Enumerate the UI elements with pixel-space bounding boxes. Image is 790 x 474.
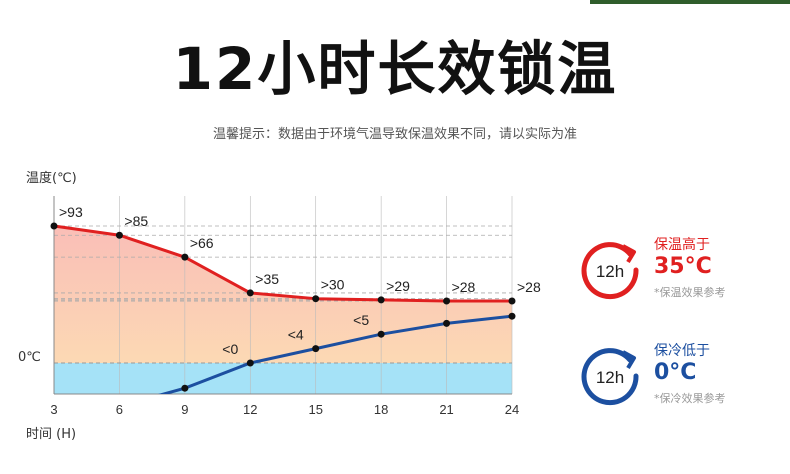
legend-hot: 12h 保温高于 35°C *保温效果参考 — [578, 237, 788, 308]
series-hot-data-label: >85 — [124, 213, 148, 229]
series-hot-point — [115, 231, 123, 239]
series-hot-point — [312, 295, 320, 303]
series-cold-point — [443, 319, 451, 327]
series-cold-group — [158, 314, 512, 394]
clock-cold-icon: 12h — [581, 348, 639, 406]
top-accent-bar — [590, 0, 790, 4]
x-tick-label: 12 — [243, 402, 257, 417]
series-cold-data-label: <5 — [353, 312, 369, 328]
series-cold-point — [312, 345, 320, 353]
clock-hot-icon: 12h — [581, 242, 639, 300]
series-cold-data-label: <4 — [288, 327, 304, 343]
x-axis-label: 时间 (H) — [26, 427, 76, 442]
series-hot-data-label: >30 — [321, 277, 345, 293]
y-axis-label: 温度(℃) — [26, 170, 77, 186]
x-tick-label: 18 — [374, 402, 388, 417]
series-hot-point — [181, 253, 189, 261]
series-cold-line — [158, 314, 512, 394]
series-cold-data-label: <0 — [222, 341, 238, 357]
series-hot-point — [443, 297, 451, 305]
series-hot-point — [50, 222, 58, 230]
legend-cold: 12h 保冷低于 0°C *保冷效果参考 — [578, 343, 788, 414]
hot-note: *保温效果参考 — [654, 286, 726, 299]
series-hot-point — [246, 289, 254, 297]
x-tick-label: 15 — [308, 402, 322, 417]
series-hot-data-label: >93 — [59, 204, 83, 220]
cold-band — [54, 363, 512, 394]
series-hot-line — [53, 224, 512, 303]
series-hot-data-label: >66 — [190, 235, 214, 251]
series-hot-point — [377, 296, 385, 304]
svg-text:12h: 12h — [596, 262, 624, 281]
hot-label: 保温高于 — [654, 237, 710, 253]
series-hot-data-label: >28 — [517, 279, 541, 295]
x-tick-label: 6 — [116, 402, 123, 417]
series-hot-point — [508, 297, 516, 305]
svg-text:12h: 12h — [596, 368, 624, 387]
cold-label: 保冷低于 — [654, 343, 710, 359]
series-cold-point — [508, 312, 516, 320]
page-title: 12小时长效锁温 — [172, 35, 618, 103]
tip-text: 温馨提示：数据由于环境气温导致保温效果不同，请以实际为准 — [212, 127, 577, 142]
series-cold-point — [377, 330, 385, 338]
series-hot-data-label: >35 — [255, 271, 279, 287]
x-tick-label: 3 — [50, 402, 57, 417]
series-cold-point — [181, 384, 189, 392]
series-hot-data-label: >28 — [452, 279, 476, 295]
series-cold-point — [246, 359, 254, 367]
temperature-chart: >93 3 >85 6 >66 9 >35 <0 12 >30 <4 15 >29 <5 18 >28 21 >2… — [18, 170, 541, 442]
hot-value: 35°C — [654, 254, 712, 279]
x-tick-label: 9 — [181, 402, 188, 417]
x-tick-label: 24 — [505, 402, 519, 417]
cold-value: 0°C — [654, 360, 697, 385]
zero-tick-label: 0℃ — [18, 350, 41, 365]
x-tick-label: 21 — [439, 402, 453, 417]
series-hot-data-label: >29 — [386, 278, 410, 294]
area-above-curve — [54, 196, 512, 301]
cold-note: *保冷效果参考 — [654, 392, 726, 405]
